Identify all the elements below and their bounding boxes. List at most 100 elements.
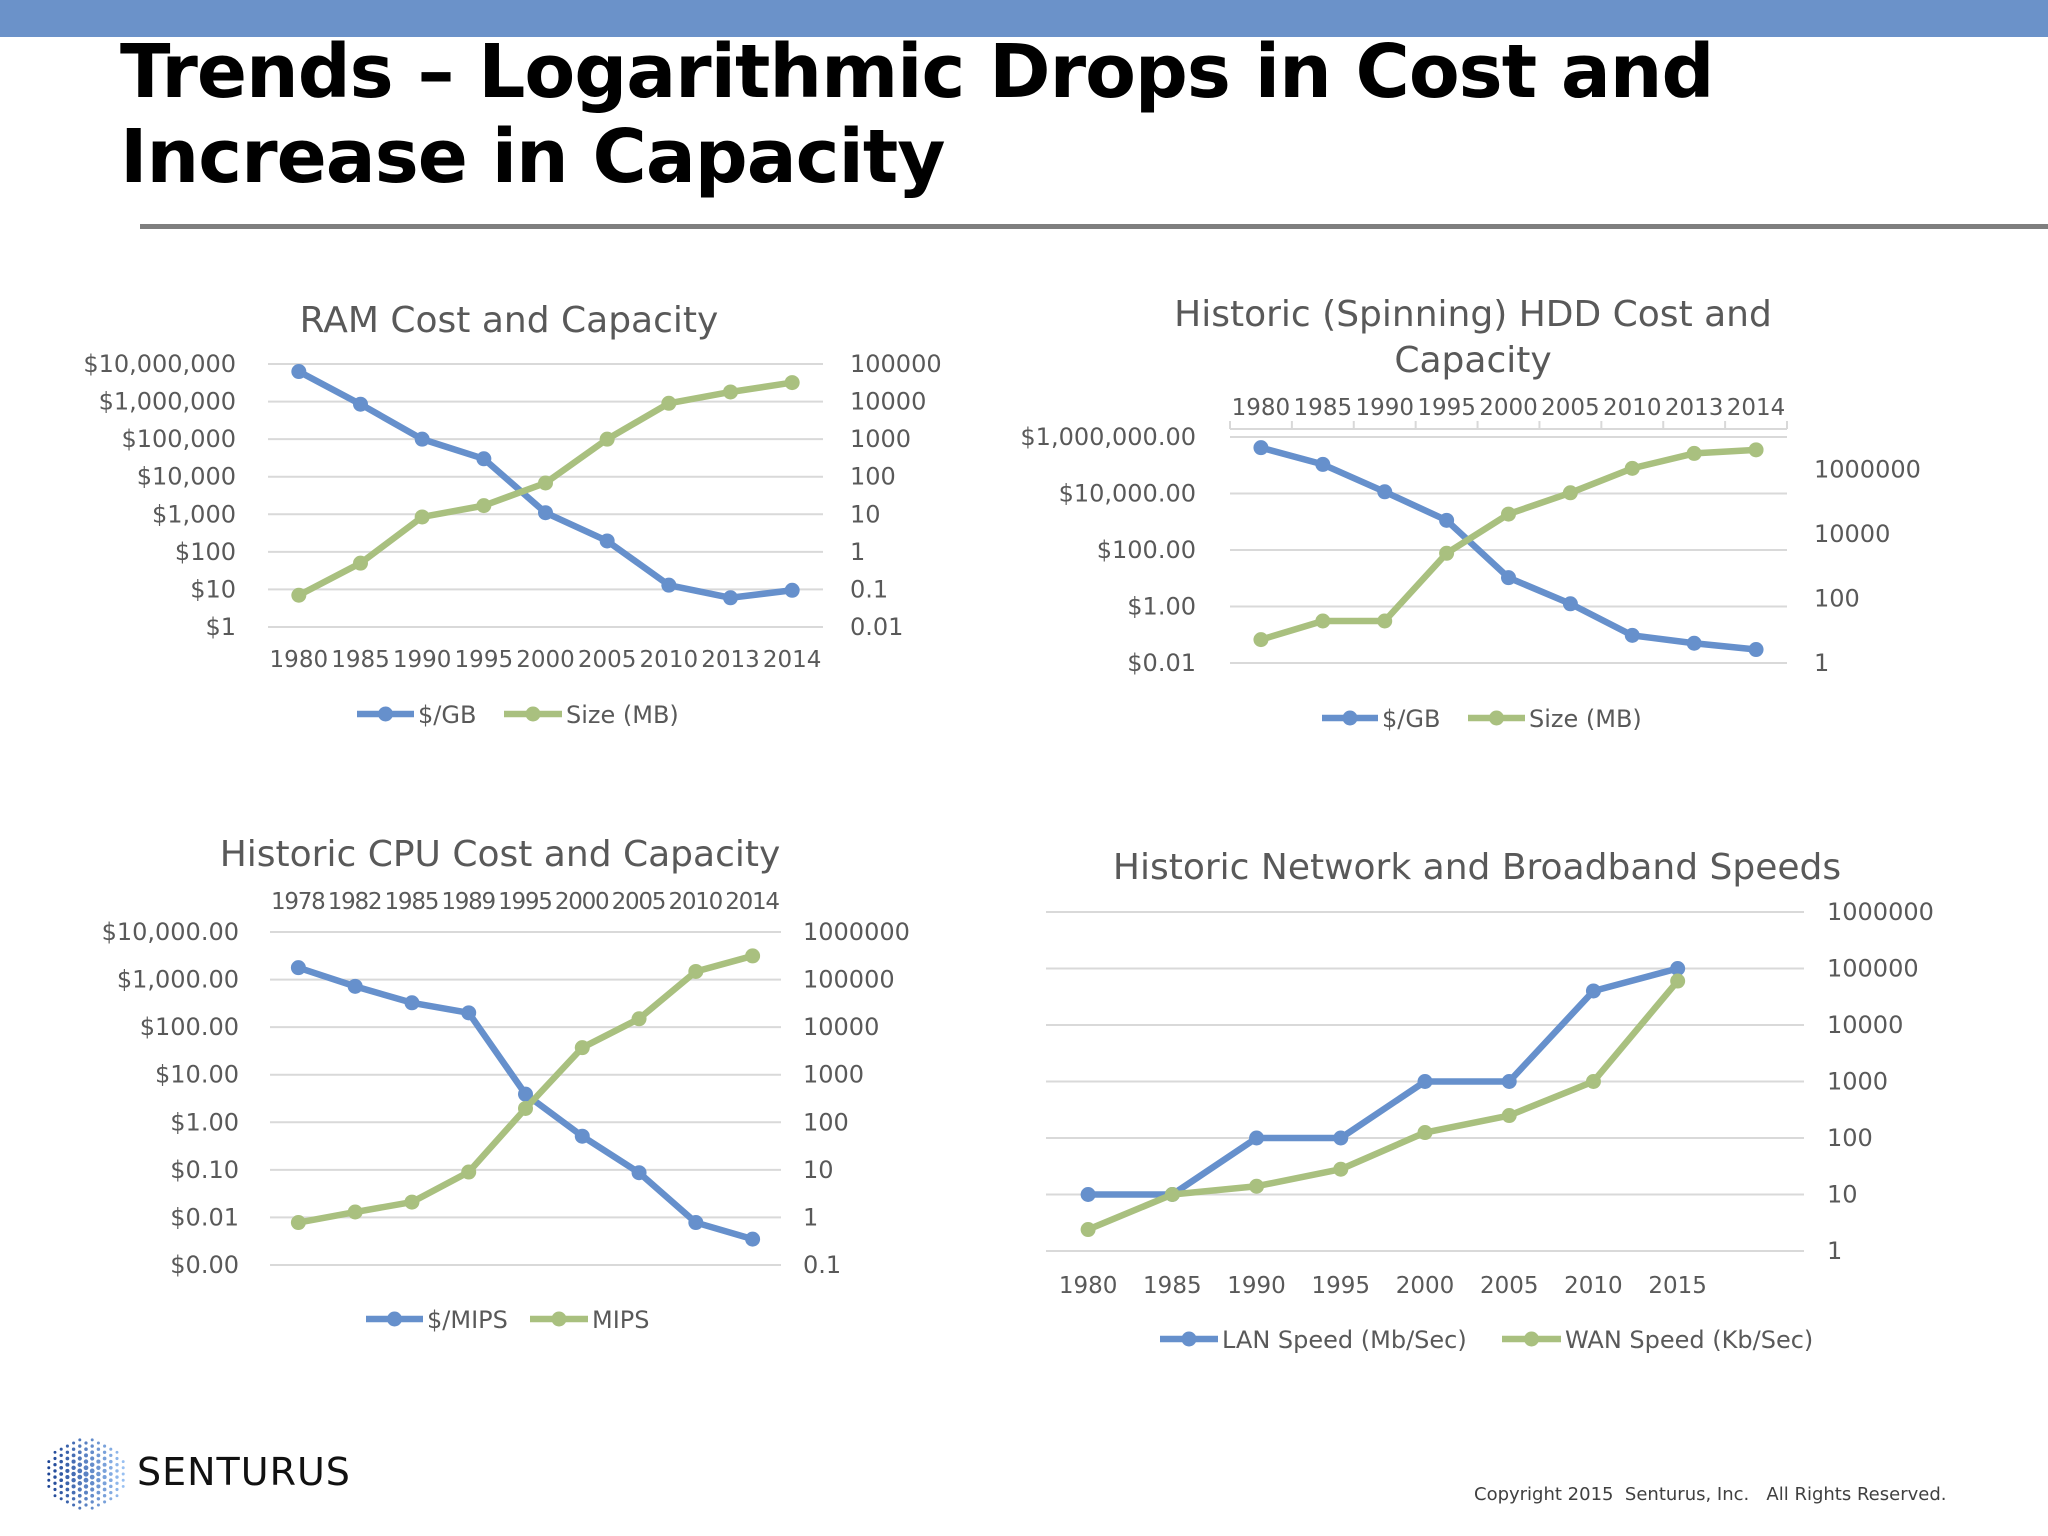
- x-axis-tick-label: 1980: [270, 647, 329, 673]
- logo-dot: [59, 1490, 63, 1495]
- data-point: [347, 978, 363, 994]
- logo-dot: [96, 1471, 101, 1477]
- logo-dot: [102, 1456, 107, 1461]
- x-axis-tick-label: 1990: [1355, 395, 1414, 421]
- chart-title: Capacity: [1394, 340, 1551, 381]
- logo-dot: [77, 1487, 82, 1492]
- data-point: [1585, 1074, 1601, 1089]
- logo-dot: [59, 1453, 63, 1458]
- x-axis-tick-label: 2005: [1480, 1273, 1539, 1299]
- legend-label: Size (MB): [1529, 705, 1642, 733]
- logo-dot: [96, 1490, 101, 1495]
- data-point: [1333, 1130, 1349, 1146]
- logo-dot: [53, 1494, 57, 1498]
- data-point: [347, 1204, 363, 1220]
- logo-dot: [77, 1450, 82, 1455]
- logo-dot: [102, 1468, 107, 1473]
- legend-label: $/GB: [1382, 705, 1440, 733]
- data-point: [1417, 1074, 1433, 1089]
- logo-dot: [109, 1459, 113, 1464]
- data-point: [476, 451, 492, 467]
- logo-dot: [84, 1490, 88, 1495]
- chart-title: Historic Network and Broadband Speeds: [1113, 847, 1841, 888]
- logo-dot: [59, 1447, 63, 1451]
- data-point: [599, 431, 615, 447]
- logo-dot: [47, 1478, 51, 1482]
- logo-dot: [71, 1465, 76, 1470]
- data-point: [1253, 632, 1269, 648]
- right-axis-tick-label: 10000: [1814, 520, 1890, 548]
- title-divider: [140, 224, 2048, 229]
- logo-dot: [71, 1447, 76, 1451]
- logo-dot: [59, 1497, 63, 1501]
- data-point: [1624, 460, 1640, 476]
- right-axis-tick-label: 1: [850, 538, 865, 566]
- right-axis-tick-label: 1: [803, 1203, 818, 1231]
- left-axis-tick-label: $10,000: [137, 463, 236, 491]
- left-axis-tick-label: $100: [175, 538, 236, 566]
- logo-dot: [89, 1474, 95, 1480]
- legend-label: WAN Speed (Kb/Sec): [1565, 1326, 1813, 1354]
- logo-dot: [77, 1474, 83, 1480]
- data-point: [1501, 506, 1516, 522]
- logo-dot: [121, 1478, 125, 1482]
- x-axis-tick-label: 1985: [1294, 395, 1353, 421]
- right-axis-tick-label: 10000: [1827, 1011, 1903, 1039]
- logo-dot: [115, 1487, 119, 1492]
- logo-dot: [78, 1444, 82, 1448]
- logo-dot: [65, 1487, 70, 1492]
- logo-dot: [96, 1459, 101, 1464]
- legend-marker: [525, 706, 541, 722]
- logo-dot: [53, 1475, 57, 1479]
- data-point: [538, 475, 553, 491]
- data-point: [723, 384, 738, 400]
- data-point: [1748, 642, 1764, 658]
- data-point: [1080, 1222, 1096, 1238]
- logo-dot: [108, 1465, 113, 1470]
- logo-dot: [78, 1438, 82, 1442]
- logo-dot: [65, 1500, 69, 1504]
- right-axis-tick-label: 100000: [803, 966, 895, 994]
- logo-dot: [121, 1472, 125, 1476]
- data-point: [1333, 1161, 1349, 1177]
- logo-dot: [47, 1484, 51, 1488]
- data-point: [538, 505, 553, 521]
- logo-dot: [71, 1484, 76, 1489]
- logo-dot: [71, 1453, 76, 1458]
- x-axis-tick-label: 2014: [725, 889, 780, 915]
- logo-dot: [77, 1462, 83, 1467]
- logo-dot: [89, 1481, 95, 1486]
- data-point: [599, 533, 615, 549]
- data-point: [1501, 1108, 1517, 1124]
- logo-dot: [89, 1468, 95, 1474]
- left-axis-tick-label: $100,000: [121, 425, 236, 453]
- data-point: [1249, 1130, 1265, 1146]
- logo-dot: [90, 1444, 94, 1448]
- logo-dot: [102, 1462, 107, 1467]
- legend-marker: [387, 1311, 402, 1327]
- x-axis-tick-label: 2005: [612, 889, 667, 915]
- data-point: [476, 498, 492, 514]
- x-axis-tick-label: 1980: [1232, 395, 1291, 421]
- logo-dot: [115, 1481, 119, 1485]
- logo-dot: [78, 1506, 82, 1510]
- right-axis-tick-label: 1000000: [1827, 898, 1934, 926]
- left-axis-tick-label: $100.00: [1097, 536, 1196, 564]
- logo-dot: [121, 1484, 125, 1488]
- logo-dot: [59, 1478, 64, 1483]
- x-axis-tick-label: 2010: [640, 647, 699, 673]
- x-axis-tick-label: 2000: [1396, 1273, 1455, 1299]
- logo-dot: [59, 1472, 64, 1476]
- logo-dot: [109, 1447, 113, 1451]
- logo-dot: [90, 1500, 94, 1504]
- logo-dot: [83, 1477, 89, 1483]
- logo-dot: [65, 1481, 70, 1486]
- x-axis-tick-label: 1995: [455, 647, 514, 673]
- chart-title: RAM Cost and Capacity: [300, 300, 719, 341]
- logo-dot: [115, 1469, 119, 1473]
- right-axis-tick-label: 10: [1827, 1181, 1858, 1209]
- logo-dot: [65, 1444, 69, 1448]
- logo-dot: [71, 1459, 76, 1464]
- data-point: [745, 1231, 761, 1247]
